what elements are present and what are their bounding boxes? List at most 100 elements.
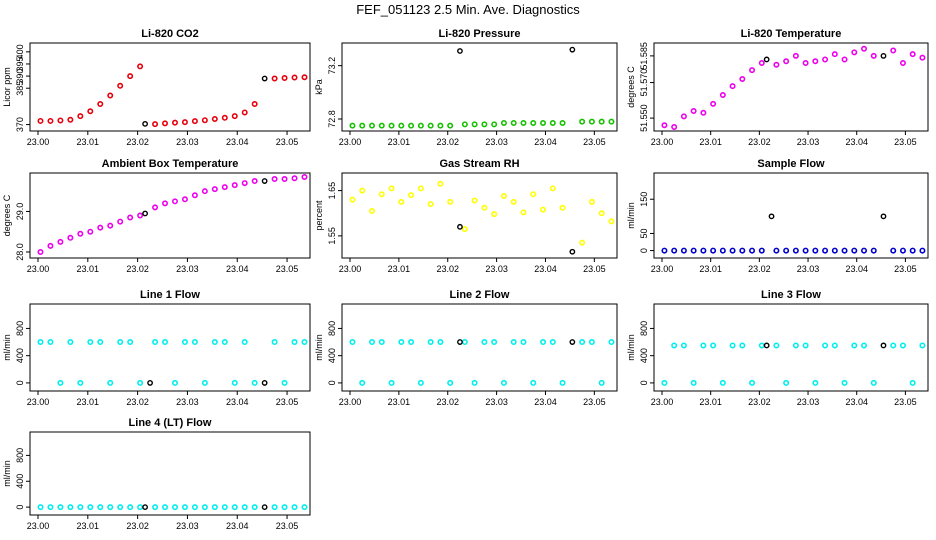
data-point [301,174,308,181]
y-tick-label: 0 [327,380,337,385]
data-point [162,120,169,127]
data-point [231,379,238,386]
x-tick-label: 23.03 [797,397,820,407]
data-point [700,342,707,349]
data-point [500,193,507,200]
data-point [97,504,104,511]
data-point [349,196,356,203]
data-point [899,247,906,254]
data-point [231,113,238,120]
data-point [671,124,678,131]
data-point [47,117,54,124]
data-point [47,242,54,249]
data-point [510,198,517,205]
data-point [211,504,218,511]
marker-point [880,213,887,220]
data-point [127,214,134,221]
plot-frame [653,42,929,132]
data-point [890,247,897,254]
y-axis-label: degrees C [626,66,636,108]
data-point [368,339,375,346]
data-point [447,379,454,386]
data-point [822,247,829,254]
data-point [417,379,424,386]
data-point [812,379,819,386]
x-tick-label: 23.03 [485,397,508,407]
x-tick-label: 23.01 [77,264,100,274]
x-tick-label: 23.03 [485,264,508,274]
marker-point [880,52,887,59]
x-tick-label: 23.04 [845,137,868,147]
data-point [211,339,218,346]
data-point [37,339,44,346]
y-tick-label: 0 [639,248,649,253]
data-point [152,504,159,511]
data-point [461,121,468,128]
data-point [87,228,94,235]
data-point [301,339,308,346]
data-point [710,342,717,349]
y-tick-label: 400 [327,348,337,363]
data-point [221,339,228,346]
data-point [57,117,64,124]
data-point [191,339,198,346]
x-tick-label: 23.03 [176,397,199,407]
data-point [861,342,868,349]
plot-frame [29,42,311,132]
panel-title: Li-820 Pressure [439,28,521,40]
data-point [437,122,444,129]
x-tick-label: 23.03 [485,137,508,147]
data-point [890,342,897,349]
data-point [758,342,765,349]
data-point [162,504,169,511]
data-point [471,197,478,204]
data-point [491,339,498,346]
panel-3: Li-820 Temperature degrees C 23.00 23.01 23.… [626,28,929,147]
y-tick-label: 51.585 [639,42,649,70]
data-point [231,182,238,189]
x-tick-label: 23.05 [583,397,606,407]
x-tick-label: 23.01 [77,137,100,147]
panel-9: Line 3 Flow ml/min 23.00 23.01 23.02 23.03 23.… [626,289,929,407]
marker-point [261,504,268,511]
x-tick-label: 23.01 [388,397,411,407]
data-point [841,379,848,386]
data-point [710,100,717,107]
data-point [773,247,780,254]
data-point [378,339,385,346]
marker-point [261,380,268,386]
data-point [171,119,178,126]
data-point [680,342,687,349]
data-point [690,247,697,254]
data-point [909,247,916,254]
panel-title: Line 4 (LT) Flow [129,417,212,429]
data-point [822,56,829,63]
data-point [171,198,178,205]
data-point [783,379,790,386]
marker-point [142,120,148,127]
data-point [152,121,159,128]
data-point [107,92,114,99]
data-point [549,120,556,127]
data-point [359,379,366,386]
data-point [359,187,366,194]
data-point [671,342,678,349]
data-point [540,339,547,346]
data-point [191,118,198,125]
data-point [471,121,478,128]
x-tick-label: 23.00 [339,397,362,407]
y-axis-label: ml/min [626,334,636,361]
data-point [152,339,159,346]
x-tick-label: 23.01 [77,521,100,531]
y-tick-label: 400 [15,474,25,489]
y-tick-label: 800 [15,321,25,336]
data-point [408,192,415,199]
y-tick-label: 400 [15,44,25,59]
data-point [271,176,278,183]
x-tick-label: 23.05 [894,137,917,147]
panel-title: Line 3 Flow [761,289,821,301]
y-tick-label: 50 [639,228,649,238]
data-point [491,211,498,218]
data-point [749,67,756,74]
